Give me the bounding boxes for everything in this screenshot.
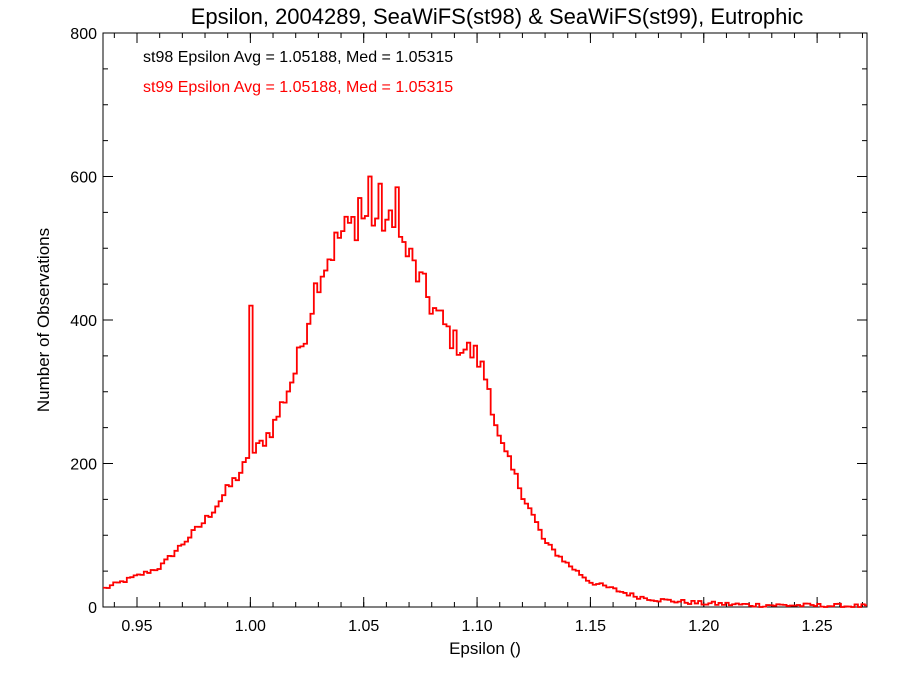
x-tick-label: 1.05: [348, 618, 379, 635]
st98-annotation: st98 Epsilon Avg = 1.05188, Med = 1.0531…: [143, 49, 453, 66]
x-axis-label: Epsilon (): [449, 639, 521, 658]
chart-title: Epsilon, 2004289, SeaWiFS(st98) & SeaWiF…: [191, 4, 804, 29]
series-layer: [103, 175, 867, 608]
series-st98-line: [103, 175, 867, 608]
x-tick-label: 0.95: [121, 618, 152, 635]
y-tick-label: 0: [88, 600, 97, 617]
y-tick-label: 800: [70, 26, 97, 43]
y-axis-label: Number of Observations: [34, 228, 53, 412]
y-tick-label: 200: [70, 457, 97, 474]
x-axis: 0.95 1.00 1.05 1.10 1.15 1.20 1.25: [113, 33, 863, 635]
y-tick-label: 400: [70, 313, 97, 330]
plot-border: [102, 32, 868, 608]
x-tick-label: 1.00: [235, 618, 266, 635]
plot-frame: [102, 32, 868, 608]
st99-annotation: st99 Epsilon Avg = 1.05188, Med = 1.0531…: [143, 79, 453, 96]
y-tick-label: 600: [70, 170, 97, 187]
series-st99-line: [103, 175, 867, 608]
y-axis: 0 200 400 600 800: [70, 26, 867, 617]
x-tick-label: 1.15: [575, 618, 606, 635]
x-tick-label: 1.20: [688, 618, 719, 635]
x-tick-label: 1.25: [802, 618, 833, 635]
x-tick-label: 1.10: [461, 618, 492, 635]
